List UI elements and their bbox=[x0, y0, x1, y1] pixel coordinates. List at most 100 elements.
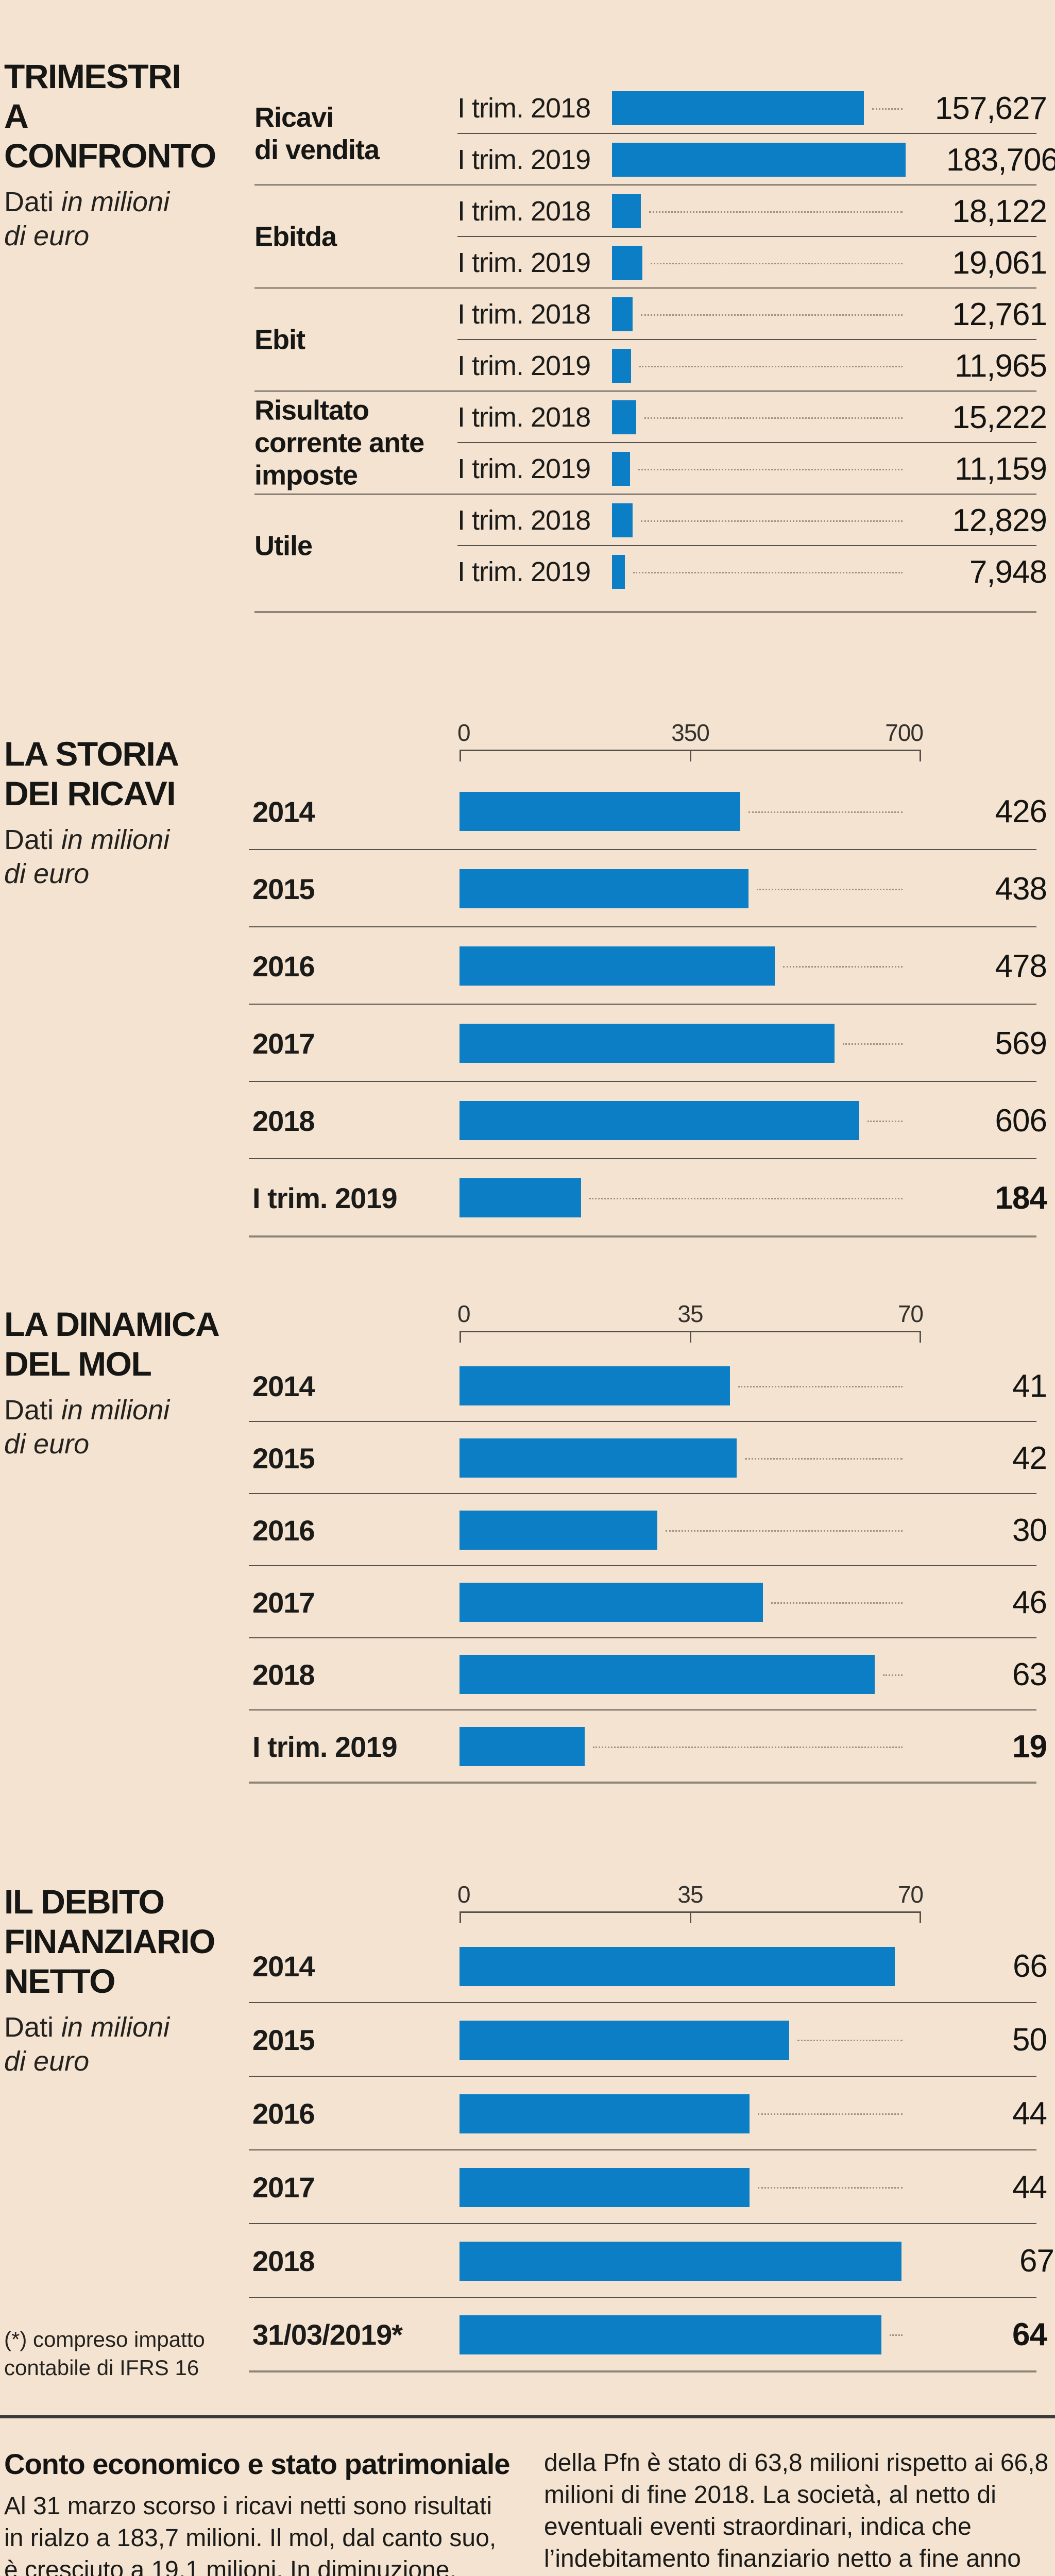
row-value: 64 bbox=[1012, 2317, 1047, 2352]
bar bbox=[460, 792, 740, 831]
chart-row: I trim. 2018 12,829 bbox=[0, 495, 1055, 546]
row-label: I trim. 2019 bbox=[252, 1730, 398, 1763]
x-axis: 0 35 70 bbox=[457, 1881, 924, 1924]
chart-rows: 2014 66 2015 50 2016 44 2017 44 2018 67 31/03/2019… bbox=[0, 1929, 1055, 2371]
chart-row: 2015 438 bbox=[0, 850, 1055, 927]
bar bbox=[612, 246, 642, 280]
row-label: 2015 bbox=[252, 872, 315, 905]
row-separator bbox=[254, 391, 1036, 392]
chart-row: 31/03/2019* 64 bbox=[0, 2298, 1055, 2371]
chart-trimestri-a-confronto: TRIMESTRI A CONFRONTO Dati in milioni di … bbox=[0, 49, 1055, 613]
bar bbox=[612, 452, 630, 486]
bar bbox=[612, 400, 636, 434]
chart-subtitle: Dati in milioni di euro bbox=[4, 823, 196, 891]
chart-title-line: TRIMESTRI bbox=[4, 57, 181, 95]
chart-subtitle: Dati in milioni di euro bbox=[4, 185, 196, 253]
bar bbox=[460, 1655, 875, 1694]
row-separator bbox=[249, 1493, 1036, 1494]
article-section: Conto economico e stato patrimoniale Al … bbox=[0, 2415, 1055, 2576]
chart-row: I trim. 2019 184 bbox=[0, 1159, 1055, 1236]
x-axis-tick-label: 70 bbox=[897, 1881, 924, 1908]
chart-subtitle: Dati in milioni di euro bbox=[4, 2010, 196, 2078]
row-label: I trim. 2018 bbox=[457, 505, 591, 536]
x-axis-tick-labels: 0 35 70 bbox=[457, 1881, 924, 1911]
chart-row: I trim. 2018 12,761 bbox=[0, 289, 1055, 340]
row-value: 438 bbox=[995, 871, 1047, 907]
row-label: I trim. 2018 bbox=[457, 196, 591, 227]
x-axis-tick-label: 35 bbox=[677, 1881, 703, 1908]
chart-title-line: A CONFRONTO bbox=[4, 97, 216, 175]
chart-row: 2017 44 bbox=[0, 2150, 1055, 2224]
row-label: 31/03/2019* bbox=[252, 2318, 403, 2351]
bar bbox=[460, 1583, 763, 1622]
chart-title-line: LA DINAMICA bbox=[4, 1305, 220, 1343]
chart-title: LA STORIA DEI RICAVI bbox=[4, 734, 226, 814]
chart-title-line: DEL MOL bbox=[4, 1345, 152, 1383]
chart-row: 2014 41 bbox=[0, 1350, 1055, 1422]
row-separator bbox=[249, 1421, 1036, 1422]
leader-dots bbox=[639, 365, 903, 367]
row-label: 2014 bbox=[252, 1950, 315, 1982]
bar bbox=[460, 869, 748, 908]
x-axis-line bbox=[460, 1331, 921, 1344]
bar bbox=[612, 349, 631, 383]
bar bbox=[460, 946, 775, 986]
chart-row: I trim. 2018 15,222 bbox=[0, 392, 1055, 443]
chart-row: I trim. 2019 11,965 bbox=[0, 340, 1055, 392]
chart-title-line: FINANZIARIO bbox=[4, 1922, 215, 1960]
bar bbox=[460, 1511, 657, 1550]
row-separator bbox=[457, 545, 1036, 546]
x-axis-tick-label: 350 bbox=[671, 719, 710, 746]
row-separator bbox=[249, 926, 1036, 927]
chart-rows: 2014 41 2015 42 2016 30 2017 46 2018 63 I trim. 20… bbox=[0, 1350, 1055, 1783]
row-value: 11,159 bbox=[954, 451, 1047, 487]
leader-dots bbox=[757, 888, 903, 890]
leader-dots bbox=[745, 1457, 903, 1460]
row-label: 2015 bbox=[252, 2024, 315, 2056]
x-axis-tick bbox=[460, 1332, 461, 1343]
row-label: I trim. 2019 bbox=[457, 144, 591, 175]
row-separator bbox=[249, 2076, 1036, 2077]
row-value: 63 bbox=[1012, 1656, 1047, 1692]
chart-row: 2014 426 bbox=[0, 773, 1055, 850]
x-axis-tick-labels: 0 350 700 bbox=[457, 719, 924, 750]
leader-dots bbox=[797, 2039, 903, 2041]
subtitle-unit: in milioni di euro bbox=[4, 824, 170, 889]
article-column-1: Al 31 marzo scorso i ricavi netti sono r… bbox=[4, 2493, 497, 2576]
row-separator bbox=[249, 2297, 1036, 2298]
row-value: 44 bbox=[1012, 2170, 1047, 2205]
leader-dots bbox=[748, 810, 903, 813]
chart-row: I trim. 2019 11,159 bbox=[0, 443, 1055, 495]
x-axis-tick-label: 70 bbox=[897, 1300, 924, 1327]
subtitle-prefix: Dati bbox=[4, 824, 62, 855]
row-value: 67 bbox=[1019, 2243, 1054, 2279]
subtitle-unit: in milioni di euro bbox=[4, 1395, 170, 1460]
chart-row: I trim. 2019 7,948 bbox=[0, 546, 1055, 598]
chart-divider bbox=[249, 1235, 1036, 1238]
chart-rows: I trim. 2018 157,627 I trim. 2019 183,706 I … bbox=[0, 82, 1055, 598]
leader-dots bbox=[589, 1197, 903, 1199]
bar bbox=[460, 2094, 750, 2133]
row-value: 11,965 bbox=[954, 348, 1047, 384]
bar bbox=[612, 503, 633, 537]
group-label: Ebitda bbox=[254, 221, 337, 252]
leader-dots bbox=[771, 1601, 903, 1604]
row-value: 157,627 bbox=[934, 90, 1047, 126]
row-separator bbox=[249, 1004, 1036, 1005]
chart-row: 2016 44 bbox=[0, 2077, 1055, 2150]
group-label: Risultato corrente ante imposte bbox=[254, 395, 424, 491]
row-label: I trim. 2019 bbox=[252, 1181, 398, 1214]
chart-row: 2015 42 bbox=[0, 1422, 1055, 1494]
bar bbox=[460, 1101, 859, 1140]
x-axis-tick-labels: 0 35 70 bbox=[457, 1300, 924, 1331]
row-separator bbox=[457, 339, 1036, 340]
chart-divider bbox=[249, 1782, 1036, 1784]
leader-dots bbox=[890, 2333, 903, 2336]
chart-title: LA DINAMICA DEL MOL bbox=[4, 1304, 226, 1384]
chart-header: TRIMESTRI A CONFRONTO Dati in milioni di … bbox=[4, 57, 226, 253]
bar bbox=[612, 194, 641, 228]
row-label: 2016 bbox=[252, 2097, 315, 2130]
chart-rows: 2014 426 2015 438 2016 478 2017 569 2018 606 I tri… bbox=[0, 773, 1055, 1236]
chart-divider bbox=[249, 2370, 1036, 2372]
